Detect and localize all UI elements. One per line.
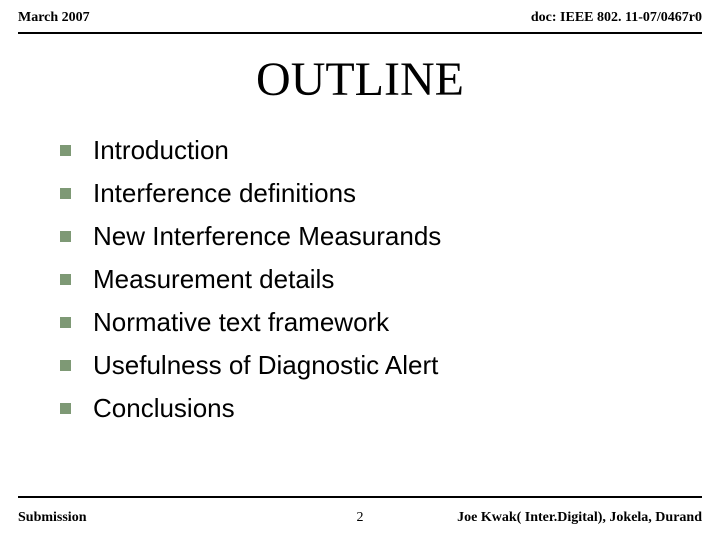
list-item-text: New Interference Measurands bbox=[93, 221, 441, 252]
slide-content: Introduction Interference definitions Ne… bbox=[0, 135, 720, 424]
square-bullet-icon bbox=[60, 360, 71, 371]
list-item: Usefulness of Diagnostic Alert bbox=[60, 350, 690, 381]
square-bullet-icon bbox=[60, 317, 71, 328]
list-item: Conclusions bbox=[60, 393, 690, 424]
list-item-text: Normative text framework bbox=[93, 307, 389, 338]
list-item-text: Interference definitions bbox=[93, 178, 356, 209]
square-bullet-icon bbox=[60, 145, 71, 156]
footer-submission: Submission bbox=[18, 510, 86, 526]
slide-title: OUTLINE bbox=[0, 52, 720, 107]
square-bullet-icon bbox=[60, 188, 71, 199]
list-item: Introduction bbox=[60, 135, 690, 166]
header-doc-id: doc: IEEE 802. 11-07/0467r0 bbox=[531, 10, 702, 26]
footer-page-number: 2 bbox=[357, 510, 364, 526]
list-item-text: Conclusions bbox=[93, 393, 235, 424]
slide-header: March 2007 doc: IEEE 802. 11-07/0467r0 bbox=[0, 0, 720, 30]
footer-authors: Joe Kwak( Inter.Digital), Jokela, Durand bbox=[457, 510, 702, 526]
footer-divider bbox=[18, 496, 702, 498]
list-item: Measurement details bbox=[60, 264, 690, 295]
list-item: Normative text framework bbox=[60, 307, 690, 338]
outline-list: Introduction Interference definitions Ne… bbox=[60, 135, 690, 424]
header-date: March 2007 bbox=[18, 10, 90, 26]
list-item-text: Usefulness of Diagnostic Alert bbox=[93, 350, 438, 381]
list-item-text: Measurement details bbox=[93, 264, 334, 295]
square-bullet-icon bbox=[60, 403, 71, 414]
list-item: Interference definitions bbox=[60, 178, 690, 209]
list-item: New Interference Measurands bbox=[60, 221, 690, 252]
square-bullet-icon bbox=[60, 231, 71, 242]
header-divider bbox=[18, 32, 702, 34]
square-bullet-icon bbox=[60, 274, 71, 285]
slide-footer: Submission 2 Joe Kwak( Inter.Digital), J… bbox=[18, 510, 702, 526]
list-item-text: Introduction bbox=[93, 135, 229, 166]
